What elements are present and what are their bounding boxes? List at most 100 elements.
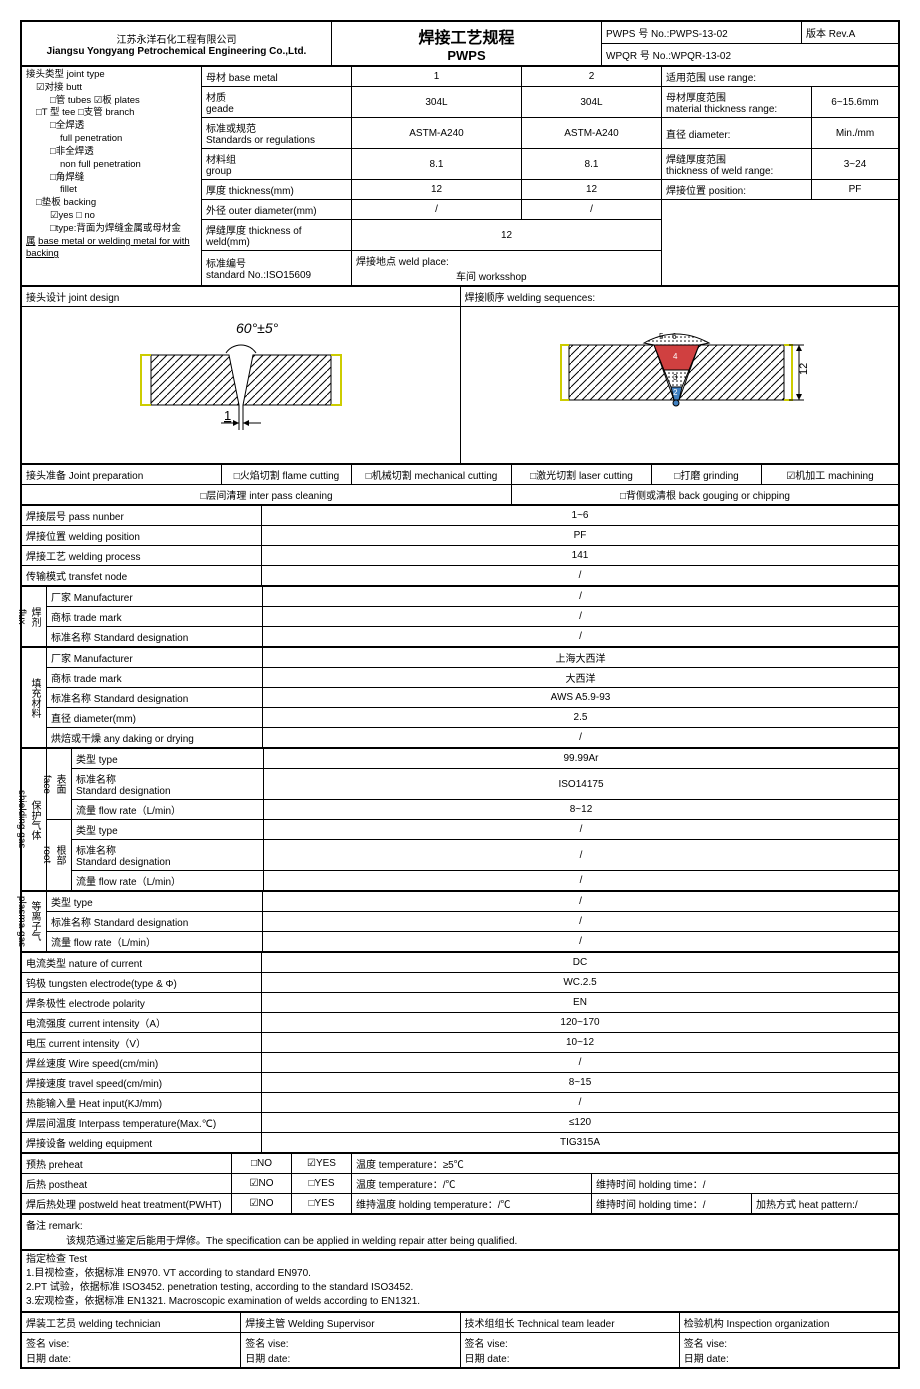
weld-seq-lbl: 焊接顺序 welding sequences: — [460, 287, 899, 307]
od-lbl: 外径 outer diameter(mm) — [202, 200, 352, 220]
sg-v3: 签名 vise: — [465, 1335, 675, 1350]
sh-rflow-lbl: 流量 flow rate（L/min） — [72, 871, 264, 891]
e-pol-lbl: 焊条极性 electrode polarity — [22, 993, 262, 1013]
flux-trade: / — [263, 607, 899, 627]
ph-temp: 温度 temperature：≥5℃ — [352, 1154, 899, 1174]
od2: / — [522, 200, 662, 220]
jt-fullpen-en: full penetration — [26, 133, 197, 146]
poh-lbl: 后热 postheat — [22, 1174, 232, 1194]
thick2: 12 — [522, 180, 662, 200]
jt-nonfull-en: non full penetration — [26, 159, 197, 172]
sh-ftype: 99.99Ar — [264, 749, 899, 769]
e-volt: 10~12 — [262, 1033, 899, 1053]
thick-range-lbl: 母材厚度范围 material thickness range: — [662, 87, 812, 118]
flux-trade-lbl: 商标 trade mark — [47, 607, 263, 627]
fl-mfr: 上海大西洋 — [263, 648, 899, 668]
svg-text:6: 6 — [672, 332, 677, 341]
rem-text: 该规范通过鉴定后能用于焊修。The specification can be a… — [26, 1236, 517, 1247]
pwht-hold: 维持时间 holding time：/ — [592, 1194, 752, 1214]
wproc-lbl: 焊接工艺 welding process — [22, 546, 262, 566]
prep-mach: ☑机加工 machining — [762, 465, 899, 485]
wpos: PF — [262, 526, 899, 546]
group2: 8.1 — [522, 149, 662, 180]
sh-rstd-lbl: 标准名称 Standard designation — [72, 840, 264, 871]
poh-no: ☑NO — [232, 1174, 292, 1194]
sh-rstd: / — [264, 840, 899, 871]
wp-val: 车间 worksshop — [356, 272, 527, 283]
jt-butt: ☑对接 butt — [26, 82, 197, 95]
jt-note-cn: 属 — [26, 236, 36, 247]
pl-std: / — [263, 912, 899, 932]
jt-fillet: □角焊缝 — [26, 172, 197, 185]
joint-design-diagram: 60°±5° 1 — [22, 307, 461, 464]
pwps-form: 江苏永洋石化工程有限公司 Jiangsu Yongyang Petrochemi… — [20, 20, 900, 1369]
fl-dry-lbl: 烘焙或干燥 any daking or drying — [47, 728, 263, 748]
poh-temp: 温度 temperature：/℃ — [352, 1174, 592, 1194]
passno-lbl: 焊接层号 pass nunber — [22, 506, 262, 526]
base-metal-lbl: 母材 base metal — [202, 67, 352, 87]
pwht-lbl: 焊后热处理 postweld heat treatment(PWHT) — [22, 1194, 232, 1214]
jt-backing: □垫板 backing — [26, 197, 197, 210]
e-trav-lbl: 焊接速度 travel speed(cm/min) — [22, 1073, 262, 1093]
svg-text:2: 2 — [673, 388, 678, 397]
e-cur-lbl: 电流类型 nature of current — [22, 953, 262, 973]
fl-std: AWS A5.9-93 — [263, 688, 899, 708]
company-en: Jiangsu Yongyang Petrochemical Engineeri… — [26, 46, 327, 57]
test-l3: 3.宏观检查，依据标准 EN1321. Macroscopic examinat… — [26, 1295, 894, 1309]
sg-v2: 签名 vise: — [245, 1335, 455, 1350]
prep-flame: □火焰切割 flame cutting — [222, 465, 352, 485]
header-table: 江苏永洋石化工程有限公司 Jiangsu Yongyang Petrochemi… — [21, 21, 899, 66]
mat-col2: 2 — [522, 67, 662, 87]
prep-backgouge: □背侧或清根 back gouging or chipping — [512, 485, 899, 505]
svg-text:3: 3 — [673, 373, 678, 382]
use-range-lbl: 适用范围 use range: — [662, 67, 899, 87]
pl-flow: / — [263, 932, 899, 952]
shield-table: 保护气体 shielding gas 表面 face 类型 type 99.99… — [21, 748, 899, 891]
ph-lbl: 预热 preheat — [22, 1154, 232, 1174]
e-int: 120~170 — [262, 1013, 899, 1033]
sign-table: 焊装工艺员 welding technician 焊接主管 Welding Su… — [21, 1312, 899, 1368]
wt-lbl: 焊缝厚度 thickness of weld(mm) — [202, 220, 352, 251]
e-heat: / — [262, 1093, 899, 1113]
pwht-no: ☑NO — [232, 1194, 292, 1214]
thick-range: 6~15.6mm — [812, 87, 899, 118]
poh-hold: 维持时间 holding time：/ — [592, 1174, 899, 1194]
diagram-table: 接头设计 joint design 焊接顺序 welding sequences… — [21, 286, 899, 464]
filler-grp: 填充材料 — [26, 678, 42, 718]
svg-text:1: 1 — [224, 408, 231, 423]
passno: 1~6 — [262, 506, 899, 526]
rev: 版本 Rev.A — [802, 22, 899, 44]
std1: ASTM-A240 — [352, 118, 522, 149]
svg-text:5: 5 — [659, 332, 664, 341]
weld-seq-diagram: 12 6 5 4 3 2 — [460, 307, 899, 464]
test-lbl: 指定检查 Test — [26, 1253, 894, 1267]
sh-std-lbl: 标准名称 Standard designation — [72, 769, 264, 800]
prep-grind: □打磨 grinding — [652, 465, 762, 485]
jt-backing-yn: ☑yes □ no — [26, 210, 197, 223]
joint-material-table: 接头类型 joint type ☑对接 butt □管 tubes ☑板 pla… — [21, 66, 899, 286]
wp-lbl: 焊接地点 weld place: — [356, 257, 449, 268]
prep-mech: □机械切割 mechanical cutting — [352, 465, 512, 485]
wtr-lbl: 焊缝厚度范围 thickness of weld range: — [662, 149, 812, 180]
flux-mfr-lbl: 厂家 Manufacturer — [47, 587, 263, 607]
mat-col1: 1 — [352, 67, 522, 87]
jt-tubes: □管 tubes ☑板 plates — [26, 95, 197, 108]
flux-std: / — [263, 627, 899, 647]
svg-text:60°±5°: 60°±5° — [236, 320, 279, 336]
e-pol: EN — [262, 993, 899, 1013]
sg-d1: 日期 date: — [26, 1350, 236, 1365]
wpos-lbl: 焊接位置 welding position — [22, 526, 262, 546]
sg-tech: 焊装工艺员 welding technician — [22, 1313, 241, 1333]
remark-table: 备注 remark: 该规范通过鉴定后能用于焊修。The specificati… — [21, 1214, 899, 1250]
rem-lbl: 备注 remark: — [26, 1221, 83, 1232]
heat-table: 预热 preheat □NO ☑YES 温度 temperature：≥5℃ 后… — [21, 1153, 899, 1214]
sh-rtype: / — [264, 820, 899, 840]
fl-mfr-lbl: 厂家 Manufacturer — [47, 648, 263, 668]
pl-type-lbl: 类型 type — [47, 892, 263, 912]
thick1: 12 — [352, 180, 522, 200]
pos-lbl: 焊接位置 position: — [662, 180, 812, 200]
title-cn: 焊接工艺规程 — [336, 24, 597, 48]
e-ip-lbl: 焊层间温度 Interpass temperature(Max.℃) — [22, 1113, 262, 1133]
e-tun-lbl: 钨极 tungsten electrode(type & Φ) — [22, 973, 262, 993]
wpqr-no: WPQR 号 No.:WPQR-13-02 — [602, 44, 899, 66]
